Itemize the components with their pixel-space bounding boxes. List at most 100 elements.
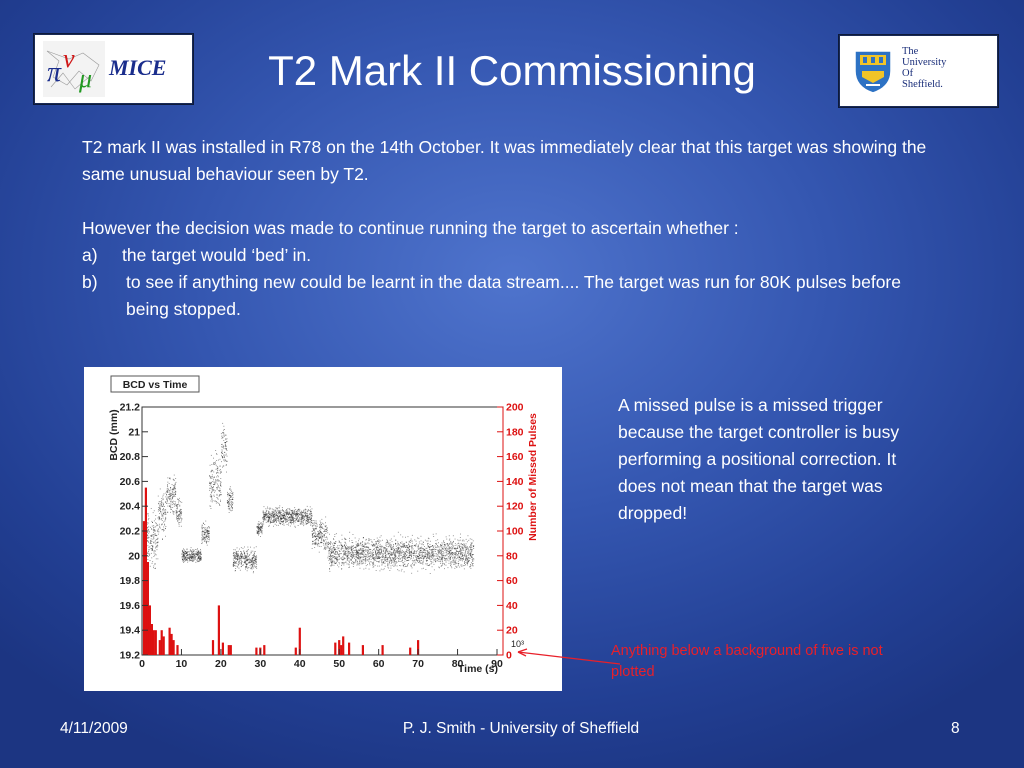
scatter-point <box>233 560 235 562</box>
scatter-point <box>274 514 276 515</box>
scatter-point <box>171 498 173 500</box>
scatter-point <box>450 565 452 567</box>
scatter-point <box>269 515 271 517</box>
scatter-point <box>400 561 402 562</box>
scatter-point <box>294 525 296 527</box>
scatter-point <box>389 570 391 571</box>
scatter-point <box>363 545 365 547</box>
scatter-point <box>268 524 270 526</box>
scatter-point <box>173 488 175 490</box>
scatter-point <box>423 556 425 558</box>
scatter-point <box>335 563 336 564</box>
scatter-point <box>358 558 360 560</box>
scatter-point <box>149 553 151 555</box>
scatter-point <box>435 533 437 535</box>
scatter-point <box>233 551 235 553</box>
scatter-point <box>157 517 159 519</box>
scatter-point <box>393 559 395 561</box>
scatter-point <box>206 540 208 542</box>
scatter-point <box>442 562 444 564</box>
scatter-point <box>301 517 303 519</box>
scatter-point <box>330 541 332 542</box>
scatter-point <box>445 547 446 549</box>
scatter-point <box>252 561 254 563</box>
scatter-point <box>377 554 379 556</box>
scatter-point <box>317 542 319 544</box>
scatter-point <box>334 553 336 555</box>
scatter-point <box>164 524 166 526</box>
scatter-point <box>214 463 216 465</box>
scatter-point <box>251 568 253 570</box>
scatter-point <box>301 518 303 520</box>
scatter-point <box>372 555 374 557</box>
scatter-point <box>309 506 311 508</box>
scatter-point <box>447 544 449 546</box>
scatter-point <box>395 563 397 564</box>
scatter-point <box>350 552 352 554</box>
scatter-point <box>226 441 228 442</box>
scatter-point <box>312 543 314 545</box>
scatter-point <box>302 517 304 519</box>
scatter-point <box>307 517 309 519</box>
x-tick-label: 0 <box>139 658 145 670</box>
scatter-point <box>247 568 249 570</box>
scatter-point <box>157 537 159 539</box>
scatter-point <box>242 554 243 556</box>
scatter-point <box>387 557 389 559</box>
scatter-point <box>296 514 297 516</box>
scatter-point <box>459 556 460 557</box>
scatter-point <box>191 552 193 554</box>
scatter-point <box>186 559 188 560</box>
scatter-point <box>455 554 457 555</box>
scatter-point <box>216 487 217 488</box>
scatter-point <box>232 494 234 496</box>
scatter-point <box>228 494 230 496</box>
scatter-point <box>470 567 472 569</box>
scatter-point <box>455 551 457 553</box>
scatter-point <box>470 562 472 564</box>
scatter-point <box>219 480 220 482</box>
scatter-point <box>224 444 226 446</box>
scatter-point <box>174 485 176 487</box>
scatter-point <box>358 556 360 558</box>
scatter-point <box>366 556 368 557</box>
scatter-point <box>447 548 449 550</box>
scatter-point <box>441 565 442 567</box>
scatter-point <box>282 523 283 525</box>
scatter-point <box>431 558 433 560</box>
scatter-point <box>331 559 333 561</box>
scatter-point <box>217 486 218 488</box>
scatter-point <box>426 554 428 556</box>
scatter-point <box>163 530 164 532</box>
missed-pulse-bar <box>334 642 337 655</box>
scatter-point <box>372 563 373 565</box>
y2-tick-label: 140 <box>506 476 524 488</box>
scatter-point <box>467 559 469 561</box>
scatter-point <box>410 565 412 567</box>
scatter-point <box>378 555 380 557</box>
scatter-point <box>317 545 319 547</box>
scatter-point <box>368 558 370 560</box>
scatter-point <box>349 561 350 563</box>
scatter-point <box>250 560 252 562</box>
scatter-point <box>382 569 384 571</box>
scatter-point <box>279 513 281 515</box>
scatter-point <box>237 556 239 558</box>
y2-tick-label: 80 <box>506 550 518 562</box>
scatter-point <box>163 508 164 509</box>
scatter-point <box>338 547 340 549</box>
scatter-point <box>255 566 257 568</box>
scatter-point <box>149 565 151 567</box>
scatter-point <box>392 561 394 563</box>
scatter-point <box>153 537 154 539</box>
scatter-point <box>443 540 445 542</box>
scatter-point <box>169 506 170 507</box>
scatter-point <box>348 551 350 552</box>
scatter-point <box>319 529 321 531</box>
scatter-point <box>225 448 227 450</box>
scatter-point <box>456 566 458 568</box>
scatter-point <box>272 508 274 510</box>
scatter-point <box>297 510 298 512</box>
scatter-point <box>240 551 241 552</box>
scatter-point <box>353 555 355 557</box>
